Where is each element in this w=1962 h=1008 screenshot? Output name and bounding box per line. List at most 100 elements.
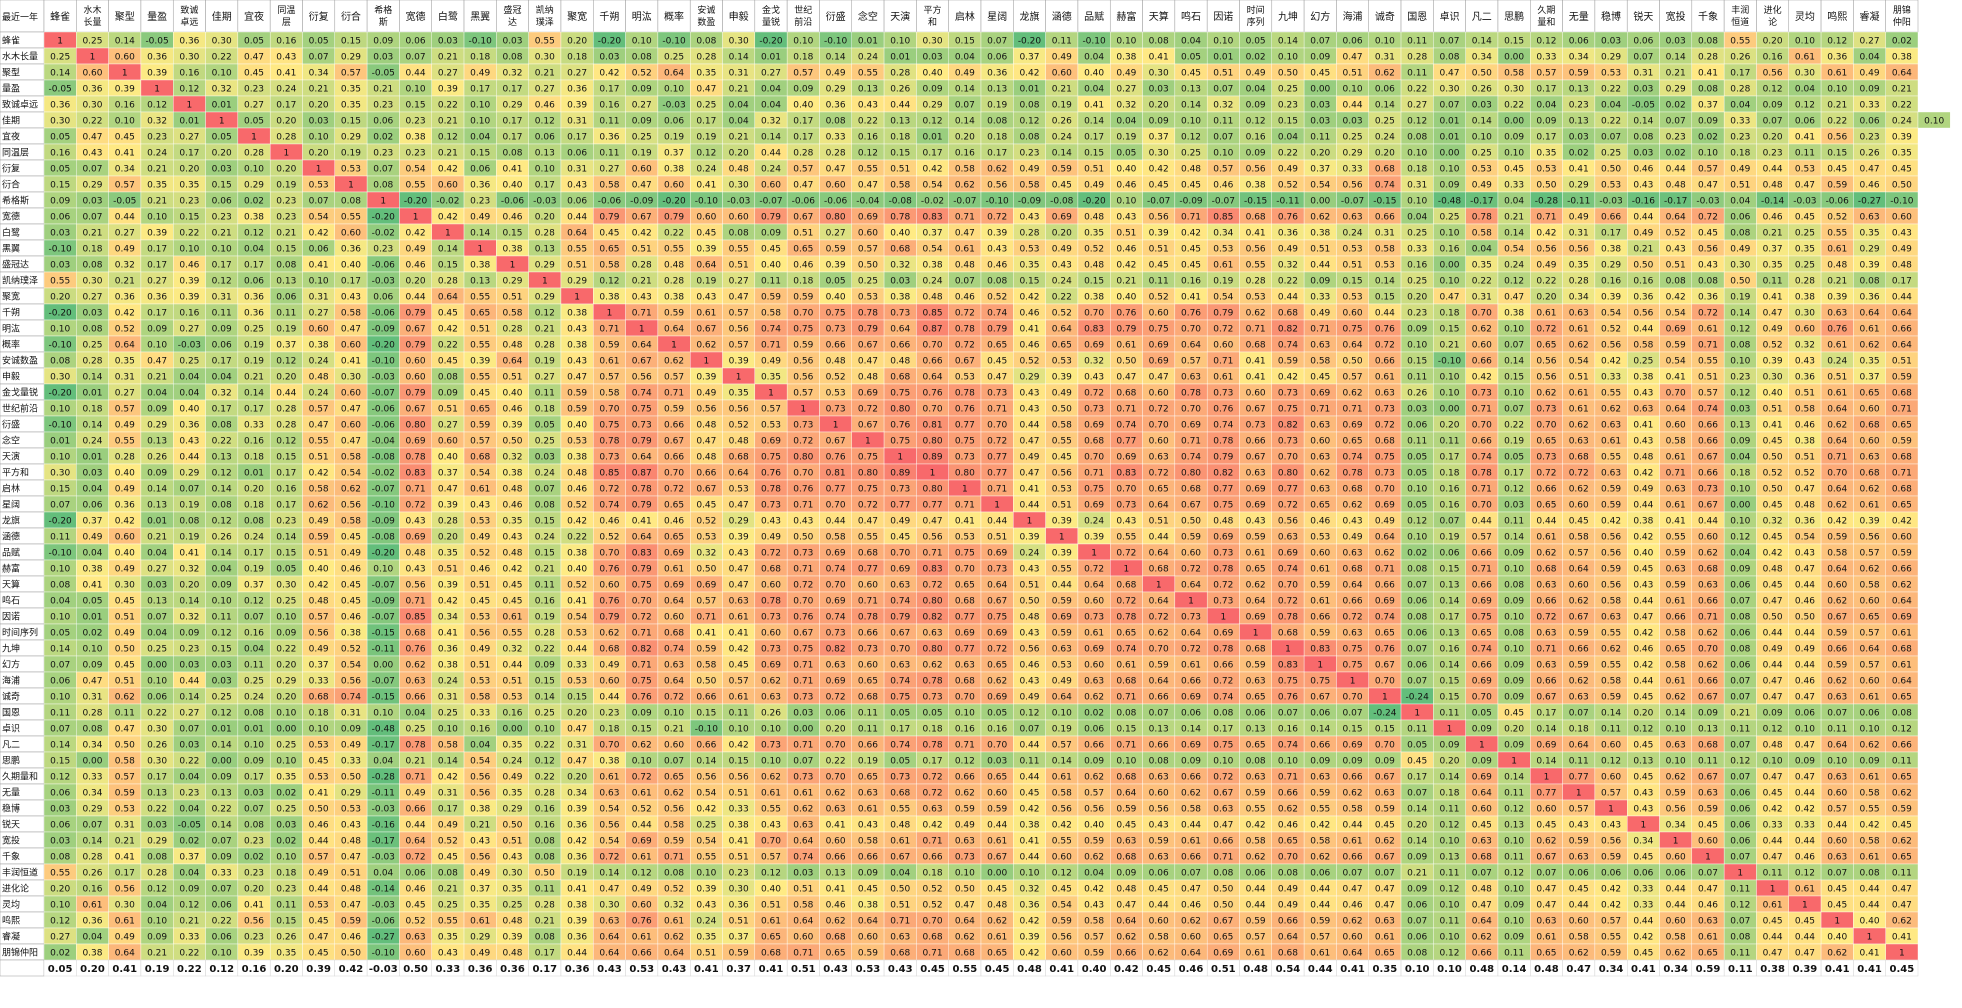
column-header-label: 盛冠达 xyxy=(503,4,521,28)
cell-value-label: 0.02 xyxy=(1569,149,1589,159)
cell-value-label: 0.65 xyxy=(1375,629,1395,639)
cell-value-label: -0.17 xyxy=(1664,197,1687,207)
cell-value-label: 0.56 xyxy=(1601,341,1621,351)
cell-value-label: 0.38 xyxy=(82,565,102,575)
cell-value-label: 0.33 xyxy=(567,661,587,671)
cell-value-label: 0.07 xyxy=(1730,597,1750,607)
cell-value-label: 0.61 xyxy=(955,245,975,255)
cell-value-label: 0.06 xyxy=(147,693,167,703)
cell-value-label: 0.42 xyxy=(1472,373,1492,383)
cell-value-label: 0.45 xyxy=(438,357,458,367)
cell-value-label: 0.42 xyxy=(1892,517,1912,527)
cell-value-label: 0.25 xyxy=(1795,229,1815,239)
cell-value-label: 0.56 xyxy=(406,581,426,591)
cell-value-label: 0.28 xyxy=(1246,277,1266,287)
cell-value-label: 0.36 xyxy=(82,85,102,95)
cell-value-label: 0.04 xyxy=(761,85,781,95)
cell-value-label: 0.08 xyxy=(1698,85,1718,95)
cell-value-label: 0.57 xyxy=(729,677,749,687)
cell-value-label: 0.76 xyxy=(599,565,619,575)
cell-value-label: 0.68 xyxy=(664,629,684,639)
cell-value-label: 0.10 xyxy=(50,565,70,575)
cell-value-label: 0.48 xyxy=(502,549,522,559)
cell-value-label: 0.25 xyxy=(244,677,264,687)
cell-value-label: 0.47 xyxy=(987,373,1007,383)
cell-value-label: 0.60 xyxy=(1149,309,1169,319)
cell-value-label: 0.47 xyxy=(1116,373,1136,383)
cell-value-label: 0.29 xyxy=(1860,245,1880,255)
cell-value-label: 0.55 xyxy=(1601,389,1621,399)
cell-value-label: 0.76 xyxy=(923,389,943,399)
cell-value-label: 0.73 xyxy=(761,501,781,511)
cell-value-label: 0.15 xyxy=(535,549,555,559)
cell-value-label: 0.08 xyxy=(696,37,716,47)
cell-value-label: 0.66 xyxy=(1343,597,1363,607)
cell-value-label: 0.45 xyxy=(1892,165,1912,175)
cell-value-label: 0.23 xyxy=(276,517,296,527)
cell-value-label: 0.49 xyxy=(1343,533,1363,543)
cell-value-label: 0.08 xyxy=(212,421,232,431)
cell-value-label: 0.08 xyxy=(50,357,70,367)
cell-value-label: 0.60 xyxy=(1569,581,1589,591)
cell-value-label: 0.46 xyxy=(1795,677,1815,687)
cell-value-label: 0.15 xyxy=(535,517,555,527)
cell-value-label: 0.64 xyxy=(632,533,652,543)
cell-value-label: 0.71 xyxy=(987,405,1007,415)
cell-value-label: 0.25 xyxy=(696,101,716,111)
cell-value-label: 0.44 xyxy=(1795,629,1815,639)
cell-value-label: 0.33 xyxy=(1504,181,1524,191)
cell-value-label: 0.04 xyxy=(1084,53,1104,63)
cell-value-label: 0.71 xyxy=(793,501,813,511)
cell-value-label: 0.07 xyxy=(1633,53,1653,63)
cell-value-label: 0.28 xyxy=(502,325,522,335)
cell-value-label: 0.42 xyxy=(502,565,522,575)
cell-value-label: 0.23 xyxy=(1666,133,1686,143)
cell-value-label: 0.58 xyxy=(599,389,619,399)
cell-value-label: 0.46 xyxy=(502,213,522,223)
cell-value-label: 0.63 xyxy=(1149,453,1169,463)
cell-value-label: 0.28 xyxy=(1407,53,1427,63)
cell-value-label: 0.36 xyxy=(244,293,264,303)
cell-value-label: 0.17 xyxy=(599,85,619,95)
cell-value-label: 0.57 xyxy=(1569,549,1589,559)
cell-value-label: 0.53 xyxy=(826,389,846,399)
cell-value-label: 0.24 xyxy=(309,357,329,367)
cell-value-label: 0.15 xyxy=(535,677,555,687)
cell-value-label: 0.23 xyxy=(1019,149,1039,159)
cell-value-label: 0.56 xyxy=(1343,181,1363,191)
cell-value-label: 0.62 xyxy=(1827,597,1847,607)
cell-value-label: 0.25 xyxy=(1472,149,1492,159)
cell-value-label: 0.64 xyxy=(923,373,943,383)
cell-value-label: 0.24 xyxy=(858,53,878,63)
cell-value-label: 0.06 xyxy=(535,133,555,143)
cell-value-label: 0.16 xyxy=(1181,277,1201,287)
cell-value-label: 0.14 xyxy=(1181,101,1201,111)
cell-value-label: 0.56 xyxy=(1763,69,1783,79)
cell-value-label: 0.52 xyxy=(1052,309,1072,319)
cell-value-label: 0.09 xyxy=(276,629,296,639)
cell-value-label: 0.66 xyxy=(1472,549,1492,559)
cell-value-label: 0.09 xyxy=(179,629,199,639)
cell-value-label: 0.64 xyxy=(1860,645,1880,655)
cell-value-label: 0.59 xyxy=(664,309,684,319)
cell-value-label: 0.15 xyxy=(1084,277,1104,287)
cell-value-label: 0.10 xyxy=(1116,197,1136,207)
cell-value-label: 0.42 xyxy=(1763,549,1783,559)
cell-value-label: 0.76 xyxy=(1375,645,1395,655)
cell-value-label: 0.52 xyxy=(1084,245,1104,255)
cell-value-label: 0.72 xyxy=(1213,677,1233,687)
cell-value-label: 0.46 xyxy=(599,517,619,527)
cell-value-label: 0.48 xyxy=(729,437,749,447)
cell-value-label: 0.85 xyxy=(406,613,426,623)
cell-value-label: 0.67 xyxy=(955,357,975,367)
cell-value-label: 0.06 xyxy=(373,293,393,303)
cell-value-label: 0.09 xyxy=(535,661,555,671)
cell-value-label: 0.03 xyxy=(82,197,102,207)
cell-value-label: 0.66 xyxy=(696,469,716,479)
cell-value-label: 0.28 xyxy=(890,69,910,79)
column-header-label: 宽投 xyxy=(1666,10,1686,23)
cell-value-label: 0.47 xyxy=(858,517,878,527)
cell-value-label: 0.17 xyxy=(1084,133,1104,143)
cell-value-label: 0.41 xyxy=(1763,293,1783,303)
cell-value-label: 0.39 xyxy=(729,533,749,543)
